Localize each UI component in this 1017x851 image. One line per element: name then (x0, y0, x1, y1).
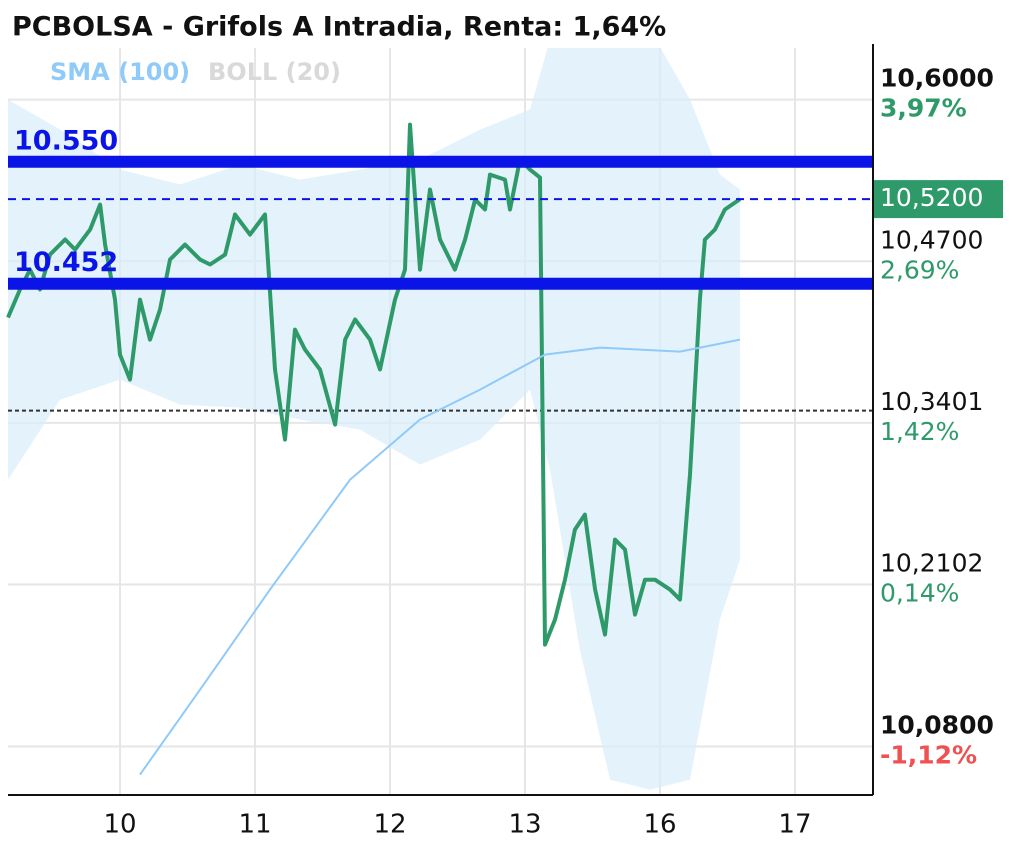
y-tick-change: 0,14% (880, 579, 959, 608)
chart-title: PCBOLSA - Grifols A Intradia, Renta: 1,6… (12, 12, 666, 43)
level-label: 10.452 (14, 247, 118, 278)
x-tick-label: 16 (643, 810, 676, 840)
last-price-box (873, 180, 1003, 219)
legend-sma: SMA (100) (50, 58, 190, 86)
y-tick-label: 10,2102 (880, 549, 983, 578)
x-tick-label: 17 (778, 810, 811, 840)
x-tick-label: 13 (508, 810, 541, 840)
y-tick-label: 10,0800 (880, 710, 994, 739)
plot: 10.550 10.452 (6, 10, 873, 795)
y-tick-label: 10,4700 (880, 225, 983, 254)
y-tick-label: 10,6000 (880, 64, 994, 93)
y-tick-change: -1,12% (880, 740, 977, 769)
level-label: 10.550 (14, 125, 118, 156)
y-tick-label: 10,3401 (880, 387, 983, 416)
y-tick-change: 2,69% (880, 255, 959, 284)
sma-line (139, 338, 741, 776)
y-tick-change: 3,97% (880, 94, 967, 123)
last-price-label: 10,5200 (880, 183, 983, 212)
x-tick-label: 10 (103, 810, 136, 840)
y-tick-change: 1,42% (880, 417, 959, 446)
legend-boll: BOLL (20) (208, 58, 341, 86)
x-tick-label: 11 (238, 810, 271, 840)
title-band (8, 8, 873, 48)
x-tick-label: 12 (373, 810, 406, 840)
